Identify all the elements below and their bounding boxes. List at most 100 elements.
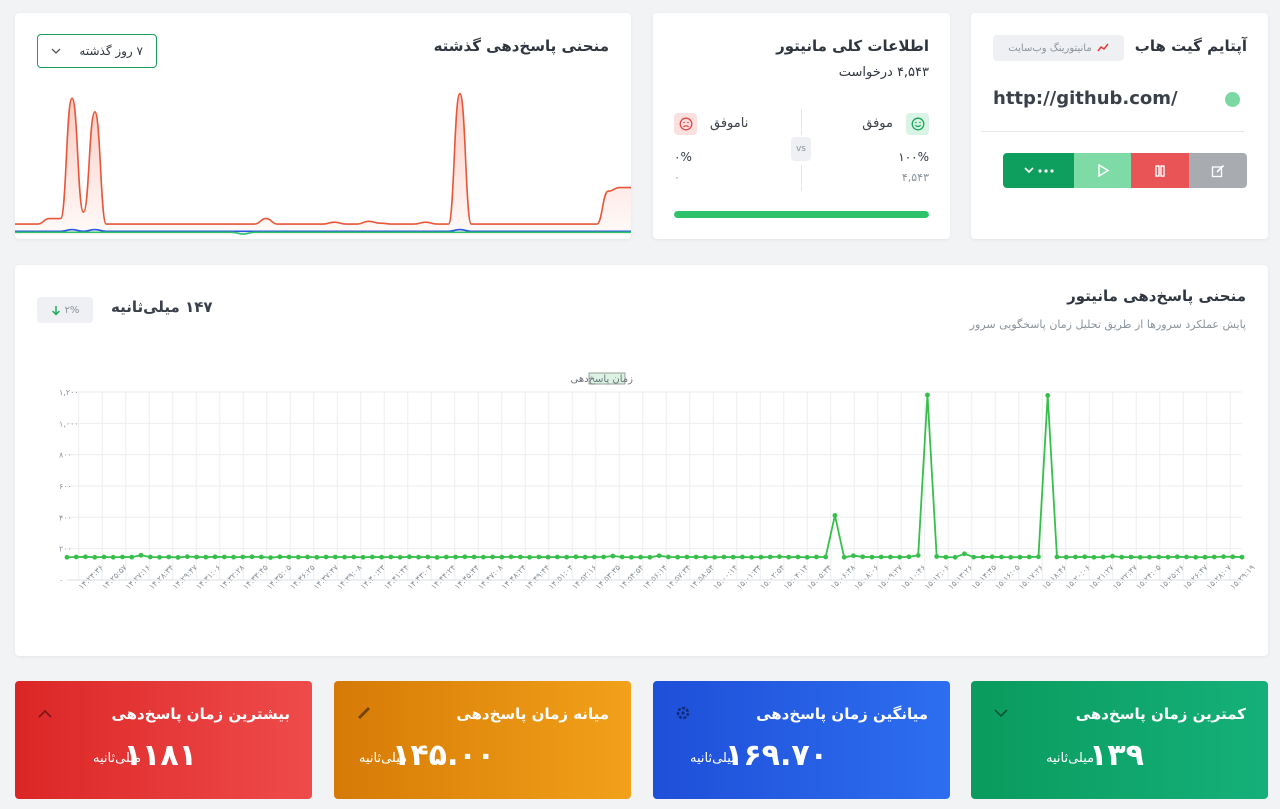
x-tick-label: ۱۴:۴۵:۴۴ [453,563,481,591]
sad-icon [674,113,697,135]
play-icon [1097,164,1109,177]
data-point [1100,554,1106,560]
x-tick-label: ۱۵:۱۶:۰۵ [993,563,1021,591]
success-column: موفق ۱۰۰% ۴,۵۴۳ [804,113,929,193]
data-point [554,554,560,560]
data-point [999,554,1004,560]
past-response-chart [15,92,631,235]
x-tick-label: ۱۵:۱۷:۲۶ [1017,563,1045,591]
data-point [1091,554,1097,560]
data-point [841,554,847,560]
x-tick-label: ۱۵:۰۵:۳۴ [805,563,833,591]
y-tick-label: ۴۰۰ [59,513,72,522]
data-point [647,554,653,560]
x-tick-label: ۱۵:۱۰:۴۶ [899,563,927,591]
change-value: ۲% [64,304,80,316]
data-point [147,554,153,560]
data-point [758,554,764,560]
data-point [203,554,209,560]
current-response-time: ۱۴۷ میلی‌ثانیه [111,298,213,316]
series-line [15,92,631,225]
data-point [138,552,144,558]
chevron-down-icon [51,48,61,54]
chevron-up-icon[interactable] [35,703,55,723]
data-point [980,554,986,560]
data-point [962,551,967,557]
data-point [120,554,125,560]
change-badge: ۲% [37,297,93,323]
monitor-info-card: اطلاعات کلی مانیتور ۴,۵۴۳ درخواست موفق ۱… [653,13,950,239]
data-point [268,555,273,560]
time-range-value: ۷ روز گذشته [79,44,143,58]
failure-count: ۰ [674,171,680,184]
data-point [656,553,662,559]
x-tick-label: ۱۵:۱۴:۴۵ [970,563,998,591]
status-dot [1225,92,1240,107]
monitor-url[interactable]: http://github.com/ [993,88,1178,109]
data-point [453,554,458,560]
data-point [1147,554,1152,560]
x-tick-label: ۱۵:۰۰:۱۴ [711,563,739,591]
data-point [971,554,977,560]
data-point [314,554,320,560]
resume-button[interactable] [1074,153,1131,188]
data-point [1054,554,1060,560]
y-tick-label: ۱,۲۰۰ [59,388,79,397]
data-point [110,554,116,560]
monitor-title: آپتایم گیت هاب [1134,37,1247,55]
chevron-down-icon[interactable] [991,703,1011,723]
x-tick-label: ۱۴:۳۶:۲۵ [288,563,316,591]
data-point [860,554,866,560]
data-point [1045,393,1051,398]
stat-title: بیشترین زمان پاسخ‌دهی [111,705,290,723]
edit-button[interactable] [1189,153,1247,188]
data-point [952,554,958,560]
x-tick-label: ۱۴:۵۶:۱۴ [641,563,669,591]
data-point [443,554,449,560]
divider [981,131,1244,132]
failure-percent: ۰% [674,150,692,164]
series-line [15,231,631,235]
data-point [434,555,440,560]
x-tick-label: ۱۴:۴۳:۰۴ [406,563,434,591]
trend-icon [1097,43,1109,52]
monitor-actions [1003,153,1247,188]
data-point [739,554,745,560]
x-tick-label: ۱۵:۰۲:۵۴ [758,563,786,591]
data-point [702,554,708,560]
data-point [175,555,181,560]
data-point [1211,554,1217,560]
x-tick-label: ۱۵:۱۳:۲۶ [946,563,974,591]
x-tick-label: ۱۴:۲۴:۳۶ [77,563,105,591]
data-point [786,554,792,560]
data-point [101,554,107,560]
divider [801,165,802,191]
data-point [601,554,607,560]
x-tick-label: ۱۴:۵۸:۵۴ [688,563,716,591]
pause-button[interactable] [1131,153,1189,188]
data-point [305,554,310,560]
failure-column: ناموفق ۰% ۰ [674,113,794,193]
data-point [1063,554,1069,560]
data-point [295,554,301,560]
x-tick-label: ۱۴:۵۷:۳۴ [664,563,692,591]
x-tick-label: ۱۴:۴۸:۲۴ [500,563,528,591]
data-point [619,554,625,560]
stat-unit: میلی‌ثانیه [690,751,739,766]
data-point [157,554,162,560]
data-point [369,554,375,560]
data-point [730,554,736,560]
success-count: ۴,۵۴۳ [901,171,929,184]
y-tick-label: ۲۰۰ [59,545,72,554]
gear-icon[interactable] [673,703,693,723]
data-point [83,554,88,560]
time-range-select[interactable]: ۷ روز گذشته [37,34,157,68]
chart-title: منحنی پاسخ‌دهی مانیتور [1067,287,1246,305]
pencil-icon[interactable] [354,703,374,723]
success-label: موفق [862,116,893,131]
success-percent: ۱۰۰% [898,150,929,164]
more-button[interactable] [1003,153,1074,188]
data-point [638,554,644,560]
uptime-card: آپتایم گیت هاب مانیتورینگ وب‌سایت http:/… [971,13,1268,239]
x-tick-label: ۱۴:۵۴:۵۴ [617,563,645,591]
